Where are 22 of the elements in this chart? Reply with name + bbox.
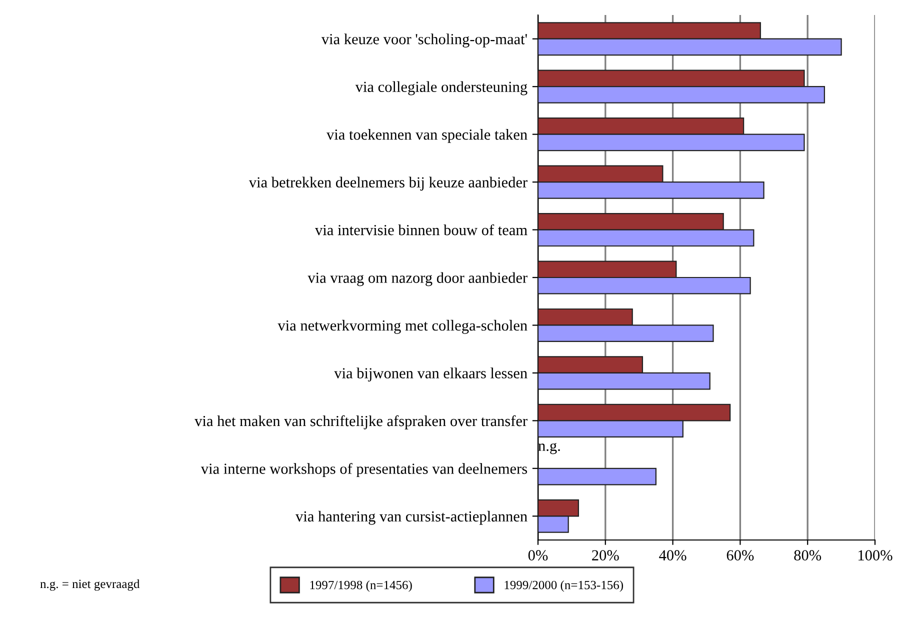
y-tick-label: via interne workshops of presentaties van deelnemers	[200, 463, 528, 478]
y-tick-label: via keuze voor 'scholing-op-maat'	[321, 34, 527, 48]
y-tick-label: via hantering van cursist-actieplannen	[296, 510, 528, 525]
legend-label: 1999/2000 (n=153-156)	[504, 580, 624, 592]
text: n.g. = niet gevraagd	[40, 579, 140, 591]
annotation: n.g.	[538, 442, 560, 454]
x-tick-label: 40%	[659, 550, 686, 561]
y-tick-label: via betrekken deelnemers bij keuze aanbieder	[248, 176, 528, 191]
y-tick-label: via collegiale ondersteuning	[355, 81, 528, 96]
y-tick-label: via vraag om nazorg door aanbieder	[308, 272, 528, 286]
x-tick-label: 80%	[794, 550, 822, 561]
y-tick-label: via het maken van schriftelijke afspraken over transfer	[194, 415, 528, 430]
legend-label: 1997/1998 (n=1456)	[310, 580, 412, 592]
x-tick-label: 20%	[592, 550, 619, 561]
y-tick-label: via bijwonen van elkaars lessen	[334, 368, 528, 382]
x-tick-label: 60%	[726, 550, 754, 561]
x-tick-label: 100%	[858, 550, 892, 561]
bar	[538, 468, 657, 486]
y-tick-label: via toekennen van speciale taken	[326, 129, 528, 143]
x-tick-label: 0%	[528, 550, 548, 561]
y-tick-label: via netwerkvorming met collega-scholen	[278, 320, 528, 334]
y-tick-label: via intervisie binnen bouw of team	[315, 224, 528, 236]
